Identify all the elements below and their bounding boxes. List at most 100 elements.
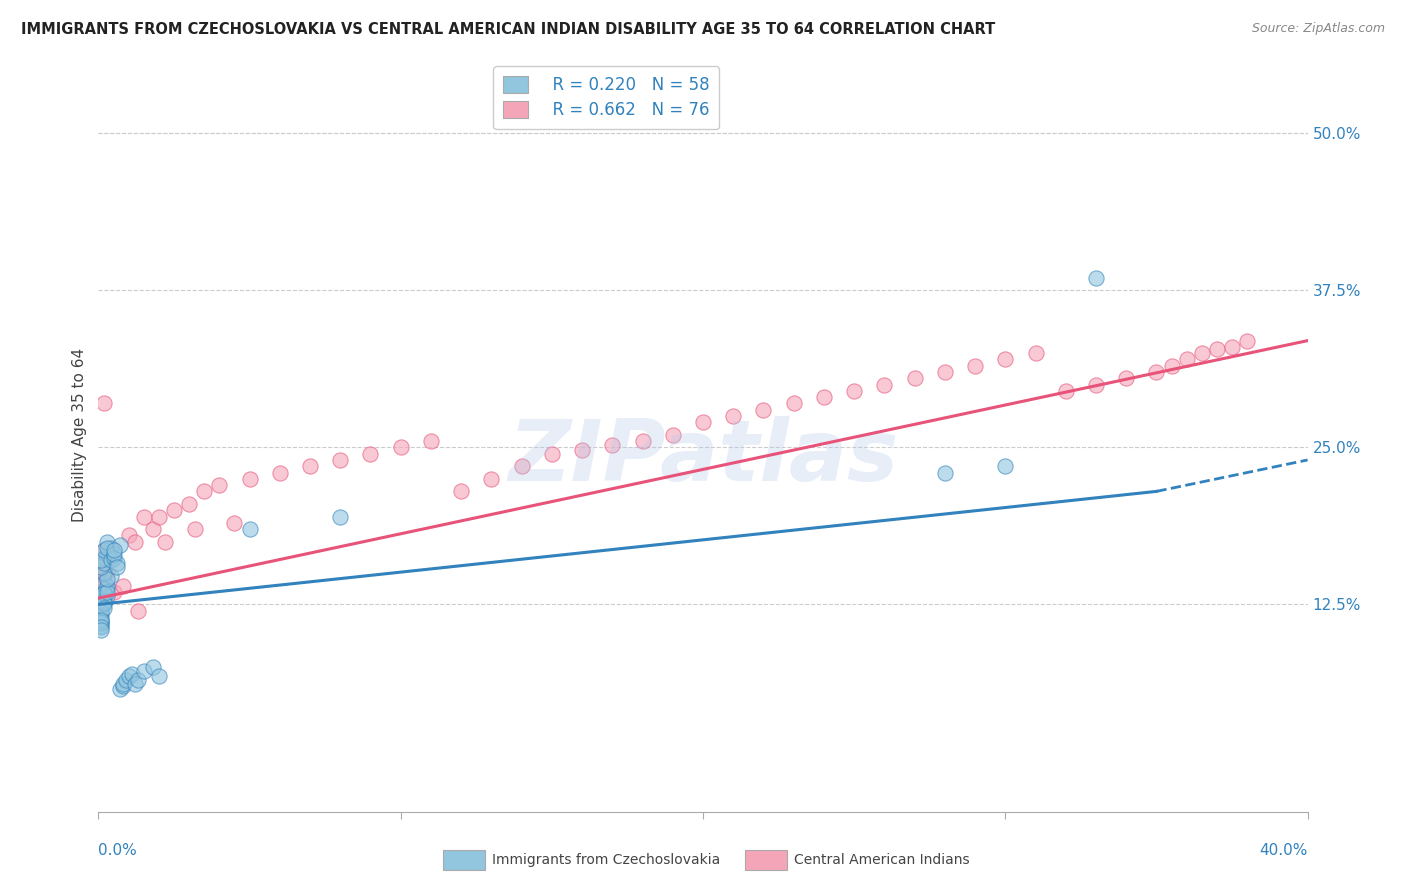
Central American Indians — [965, 359, 987, 373]
Immigrants from Czechoslovakia — [100, 541, 122, 555]
Central American Indians — [124, 534, 146, 549]
Central American Indians — [269, 466, 291, 480]
Central American Indians — [142, 522, 165, 536]
Immigrants from Czechoslovakia — [127, 673, 149, 687]
Immigrants from Czechoslovakia — [96, 541, 118, 555]
Text: ZIPatlas: ZIPatlas — [508, 416, 898, 499]
Immigrants from Czechoslovakia — [93, 543, 115, 558]
Y-axis label: Disability Age 35 to 64: Disability Age 35 to 64 — [72, 348, 87, 522]
Immigrants from Czechoslovakia — [96, 547, 118, 561]
Immigrants from Czechoslovakia — [100, 553, 122, 567]
Central American Indians — [90, 589, 112, 603]
Immigrants from Czechoslovakia — [121, 666, 143, 681]
Immigrants from Czechoslovakia — [90, 553, 112, 567]
Central American Indians — [299, 459, 322, 474]
Immigrants from Czechoslovakia — [111, 676, 134, 690]
Immigrants from Czechoslovakia — [90, 620, 112, 634]
Immigrants from Czechoslovakia — [108, 538, 131, 552]
Central American Indians — [723, 409, 745, 423]
Central American Indians — [93, 396, 115, 410]
Immigrants from Czechoslovakia — [93, 585, 115, 599]
Central American Indians — [873, 377, 896, 392]
Immigrants from Czechoslovakia — [934, 466, 956, 480]
Central American Indians — [93, 568, 115, 582]
Immigrants from Czechoslovakia — [239, 522, 262, 536]
Immigrants from Czechoslovakia — [93, 593, 115, 607]
Central American Indians — [661, 428, 683, 442]
Central American Indians — [1085, 377, 1108, 392]
Immigrants from Czechoslovakia — [93, 595, 115, 609]
Central American Indians — [90, 576, 112, 591]
Central American Indians — [90, 581, 112, 595]
Immigrants from Czechoslovakia — [90, 606, 112, 620]
Central American Indians — [90, 593, 112, 607]
Immigrants from Czechoslovakia — [100, 568, 122, 582]
Central American Indians — [93, 559, 115, 574]
Central American Indians — [90, 579, 112, 593]
Immigrants from Czechoslovakia — [93, 596, 115, 610]
Immigrants from Czechoslovakia — [90, 605, 112, 619]
Immigrants from Czechoslovakia — [96, 585, 118, 599]
Immigrants from Czechoslovakia — [994, 459, 1017, 474]
Immigrants from Czechoslovakia — [111, 679, 134, 693]
Central American Indians — [96, 553, 118, 567]
Central American Indians — [329, 453, 352, 467]
Central American Indians — [224, 516, 246, 530]
Immigrants from Czechoslovakia — [93, 601, 115, 615]
Central American Indians — [208, 478, 231, 492]
Central American Indians — [239, 472, 262, 486]
Central American Indians — [90, 581, 112, 595]
Central American Indians — [631, 434, 654, 449]
Central American Indians — [1144, 365, 1167, 379]
Central American Indians — [904, 371, 927, 385]
Immigrants from Czechoslovakia — [103, 551, 125, 566]
Central American Indians — [111, 579, 134, 593]
Central American Indians — [752, 402, 775, 417]
Central American Indians — [93, 543, 115, 558]
Immigrants from Czechoslovakia — [90, 559, 112, 574]
Immigrants from Czechoslovakia — [114, 673, 136, 687]
Central American Indians — [118, 528, 141, 542]
Central American Indians — [360, 447, 382, 461]
Central American Indians — [510, 459, 533, 474]
Central American Indians — [96, 553, 118, 567]
Central American Indians — [602, 438, 624, 452]
Immigrants from Czechoslovakia — [96, 581, 118, 595]
Central American Indians — [783, 396, 806, 410]
Text: IMMIGRANTS FROM CZECHOSLOVAKIA VS CENTRAL AMERICAN INDIAN DISABILITY AGE 35 TO 6: IMMIGRANTS FROM CZECHOSLOVAKIA VS CENTRA… — [21, 22, 995, 37]
Immigrants from Czechoslovakia — [96, 572, 118, 586]
Central American Indians — [90, 585, 112, 599]
Immigrants from Czechoslovakia — [90, 591, 112, 606]
Central American Indians — [148, 509, 170, 524]
Immigrants from Czechoslovakia — [103, 543, 125, 558]
Central American Indians — [96, 547, 118, 561]
Immigrants from Czechoslovakia — [108, 681, 131, 696]
Central American Indians — [450, 484, 472, 499]
Central American Indians — [179, 497, 201, 511]
Central American Indians — [93, 551, 115, 566]
Central American Indians — [571, 442, 593, 457]
Immigrants from Czechoslovakia — [132, 664, 155, 678]
Legend:   R = 0.220   N = 58,   R = 0.662   N = 76: R = 0.220 N = 58, R = 0.662 N = 76 — [494, 66, 720, 129]
Central American Indians — [1024, 346, 1046, 360]
Central American Indians — [93, 574, 115, 589]
Immigrants from Czechoslovakia — [93, 551, 115, 566]
Central American Indians — [844, 384, 866, 398]
Central American Indians — [163, 503, 186, 517]
Central American Indians — [1191, 346, 1213, 360]
Central American Indians — [1160, 359, 1182, 373]
Immigrants from Czechoslovakia — [1085, 270, 1108, 285]
Central American Indians — [389, 441, 412, 455]
Central American Indians — [93, 559, 115, 574]
Text: 40.0%: 40.0% — [1260, 843, 1308, 858]
Central American Indians — [994, 352, 1017, 367]
Immigrants from Czechoslovakia — [329, 509, 352, 524]
Central American Indians — [127, 604, 149, 618]
Central American Indians — [1115, 371, 1137, 385]
Central American Indians — [103, 585, 125, 599]
Central American Indians — [1054, 384, 1077, 398]
Central American Indians — [692, 415, 714, 429]
Immigrants from Czechoslovakia — [118, 669, 141, 683]
Immigrants from Czechoslovakia — [105, 559, 128, 574]
Immigrants from Czechoslovakia — [90, 623, 112, 637]
